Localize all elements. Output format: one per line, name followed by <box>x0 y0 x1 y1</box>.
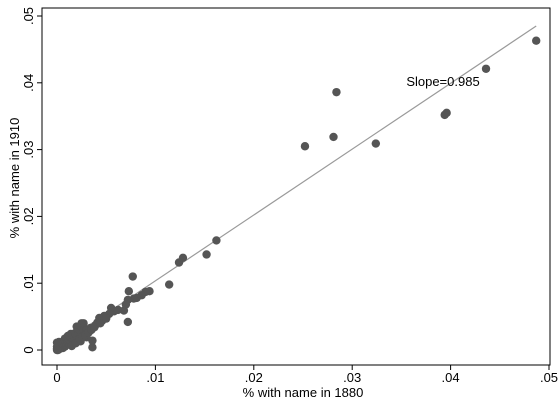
data-point <box>88 343 97 352</box>
data-point <box>532 36 541 45</box>
data-point <box>164 280 174 289</box>
data-point <box>329 132 338 142</box>
data-point <box>128 272 137 281</box>
x-tick-label: .05 <box>540 370 558 385</box>
x-axis-label: % with name in 1880 <box>243 385 364 400</box>
data-point <box>481 64 491 73</box>
data-point <box>212 236 221 245</box>
data-point <box>52 338 62 347</box>
data-point <box>121 300 131 309</box>
data-point <box>300 142 310 151</box>
data-point <box>96 319 105 328</box>
y-tick-label: .03 <box>21 141 36 159</box>
data-point <box>202 250 211 259</box>
x-tick-label: .03 <box>343 370 361 385</box>
data-point <box>174 258 184 267</box>
x-tick-label: 0 <box>53 370 60 385</box>
data-point <box>102 314 111 323</box>
y-axis-label: % with name in 1910 <box>7 118 22 239</box>
data-point <box>113 305 123 315</box>
plot-frame <box>41 7 551 366</box>
data-point <box>124 287 134 296</box>
axes-layer <box>41 7 551 366</box>
slope-annotation: Slope=0.985 <box>406 74 479 89</box>
y-tick-label: .02 <box>21 207 36 225</box>
x-tick-label: .01 <box>146 370 164 385</box>
y-tick-label: .05 <box>21 7 36 25</box>
x-tick-label: .02 <box>245 370 263 385</box>
y-tick-label: .04 <box>21 74 36 92</box>
y-tick-label: 0 <box>21 346 36 353</box>
data-point <box>90 323 99 332</box>
data-point <box>371 139 381 148</box>
ticks-layer: 0 .01 .02 .03 .04 .05 0 .01 .02 .03 .04 .05 <box>21 7 558 385</box>
fit-line-layer <box>56 25 537 348</box>
y-tick-label: .01 <box>21 274 36 292</box>
points-layer <box>52 36 541 355</box>
data-point <box>52 345 62 355</box>
x-tick-label: .04 <box>442 370 460 385</box>
fit-line <box>56 25 537 348</box>
data-point <box>332 87 341 97</box>
data-point <box>123 317 133 327</box>
data-point <box>440 110 449 120</box>
